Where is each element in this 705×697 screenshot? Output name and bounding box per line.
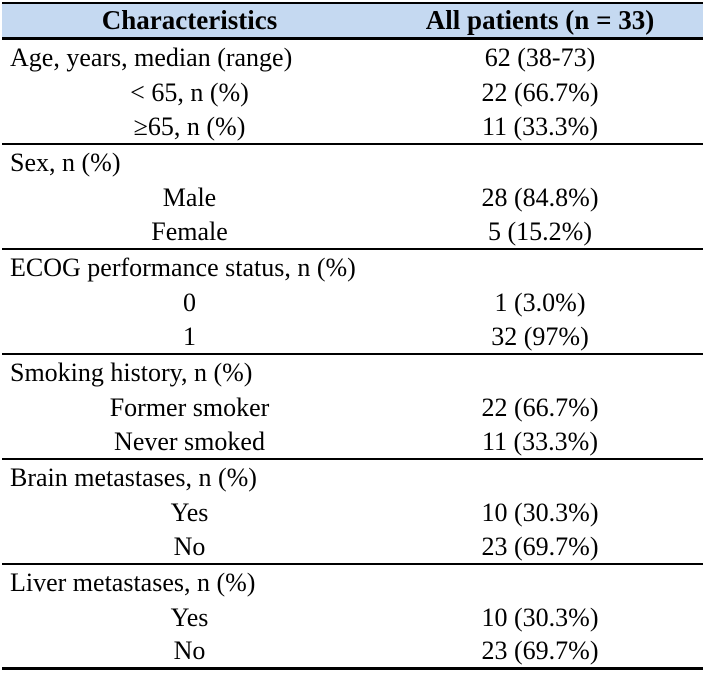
row-value: 22 (66.7%) <box>481 77 599 107</box>
table-row: Liver metastases, n (%) <box>2 565 703 600</box>
row-label: Liver metastases, n (%) <box>10 567 256 597</box>
row-label: Yes <box>170 497 209 527</box>
row-value: 22 (66.7%) <box>481 392 599 422</box>
table-row: Former smoker 22 (66.7%) <box>2 390 703 425</box>
row-value: 11 (33.3%) <box>481 426 598 456</box>
table-row: Age, years, median (range) 62 (38-73) <box>2 40 703 75</box>
table-row: 1 32 (97%) <box>2 320 703 355</box>
row-label: ECOG performance status, n (%) <box>10 252 356 282</box>
row-label: ≥65, n (%) <box>133 111 246 141</box>
table-row: Yes 10 (30.3%) <box>2 600 703 635</box>
row-value: 28 (84.8%) <box>481 182 599 212</box>
table-row: ECOG performance status, n (%) <box>2 250 703 285</box>
table-row: Brain metastases, n (%) <box>2 460 703 495</box>
row-label: Female <box>151 216 228 246</box>
row-label: 1 <box>183 321 196 351</box>
column-header-all-patients: All patients (n = 33) <box>425 5 655 35</box>
row-value: 11 (33.3%) <box>481 111 598 141</box>
row-label: Sex, n (%) <box>10 147 121 177</box>
row-value: 62 (38-73) <box>484 42 596 72</box>
row-label: Former smoker <box>109 392 270 422</box>
table-row: Smoking history, n (%) <box>2 355 703 390</box>
row-label: No <box>173 636 206 665</box>
table-row: ≥65, n (%) 11 (33.3%) <box>2 110 703 145</box>
row-label: Yes <box>170 602 209 632</box>
row-value: 10 (30.3%) <box>481 602 599 632</box>
patient-characteristics-table: Characteristics All patients (n = 33) Ag… <box>2 2 703 670</box>
row-label: 0 <box>183 287 196 317</box>
table-row: 0 1 (3.0%) <box>2 285 703 320</box>
row-value: 23 (69.7%) <box>481 531 599 561</box>
table-header-row: Characteristics All patients (n = 33) <box>2 2 703 40</box>
row-label: No <box>173 531 206 561</box>
table-row: Male 28 (84.8%) <box>2 180 703 215</box>
row-label: Never smoked <box>114 426 265 456</box>
row-label: Male <box>162 182 217 212</box>
column-header-characteristics: Characteristics <box>101 5 278 35</box>
row-value: 10 (30.3%) <box>481 497 599 527</box>
row-label: < 65, n (%) <box>130 77 249 107</box>
row-value: 32 (97%) <box>491 321 589 351</box>
table-row: Yes 10 (30.3%) <box>2 495 703 530</box>
table-row: Female 5 (15.2%) <box>2 215 703 250</box>
row-value: 5 (15.2%) <box>488 216 592 246</box>
table-row: < 65, n (%) 22 (66.7%) <box>2 75 703 110</box>
row-label: Smoking history, n (%) <box>10 357 253 387</box>
row-value: 23 (69.7%) <box>481 636 599 665</box>
table-row: No 23 (69.7%) <box>2 635 703 670</box>
table-row: No 23 (69.7%) <box>2 530 703 565</box>
table-row: Never smoked 11 (33.3%) <box>2 425 703 460</box>
table-row: Sex, n (%) <box>2 145 703 180</box>
row-label: Age, years, median (range) <box>10 42 293 72</box>
row-value: 1 (3.0%) <box>494 287 586 317</box>
row-label: Brain metastases, n (%) <box>10 462 257 492</box>
